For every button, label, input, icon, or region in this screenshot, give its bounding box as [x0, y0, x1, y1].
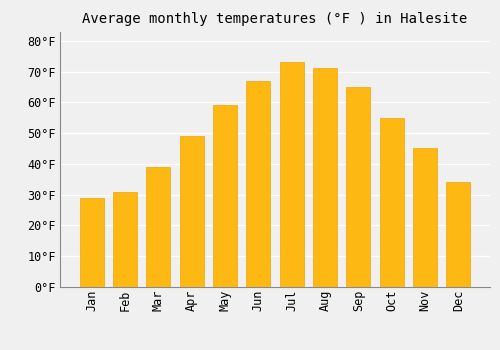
Bar — [413, 148, 437, 287]
Bar — [180, 136, 204, 287]
Bar — [213, 105, 237, 287]
Bar — [313, 69, 337, 287]
Bar — [446, 182, 470, 287]
Bar — [280, 62, 303, 287]
Bar — [80, 198, 104, 287]
Bar — [346, 87, 370, 287]
Title: Average monthly temperatures (°F ) in Halesite: Average monthly temperatures (°F ) in Ha… — [82, 12, 468, 26]
Bar — [146, 167, 171, 287]
Bar — [246, 81, 270, 287]
Bar — [113, 191, 137, 287]
Bar — [380, 118, 404, 287]
